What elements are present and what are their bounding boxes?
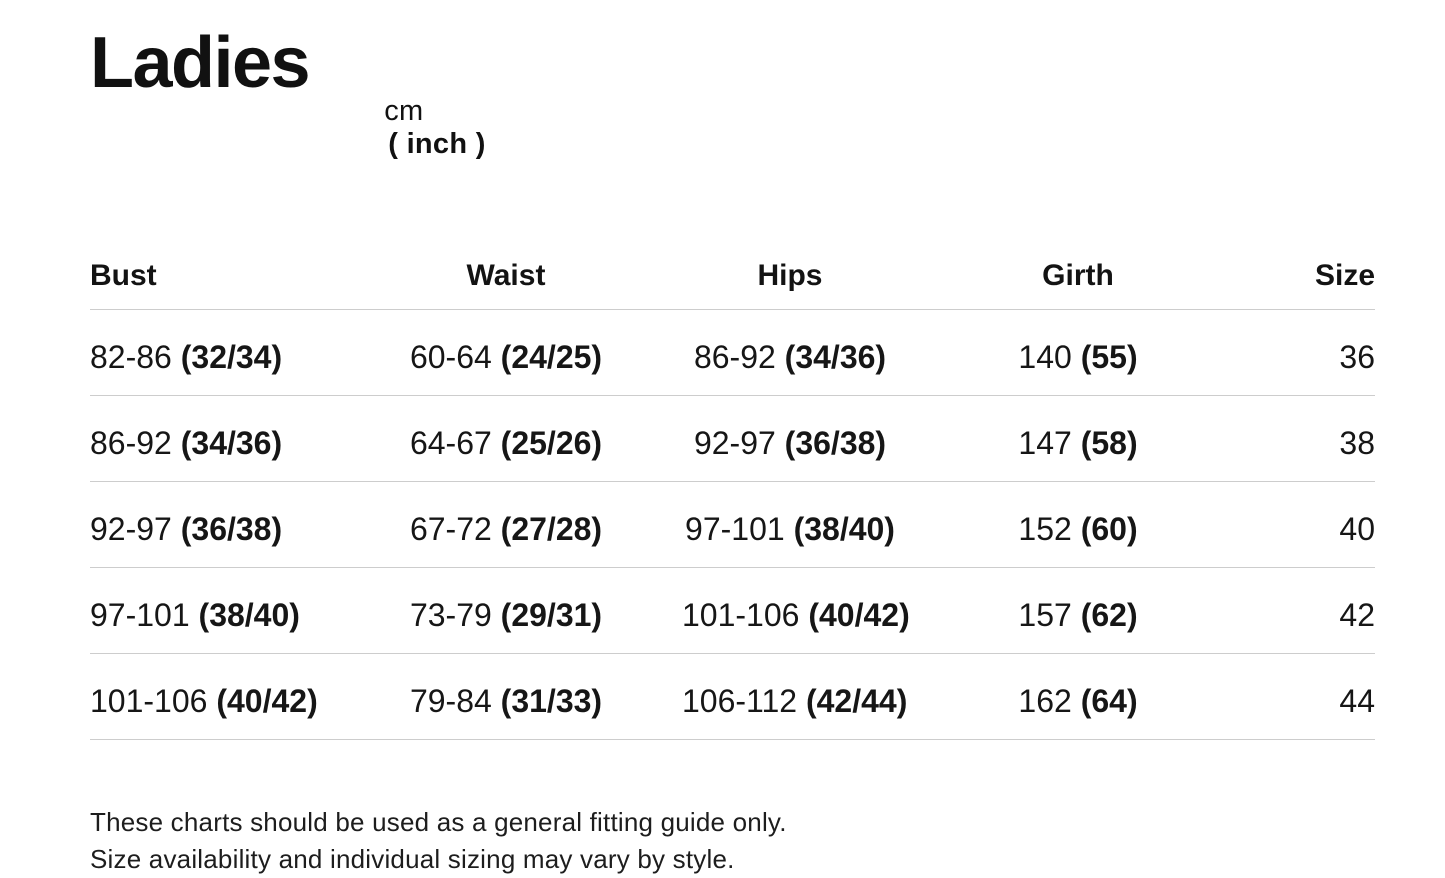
inch-value: (36/38): [784, 425, 887, 461]
hips-cell: 101-106 (40/42): [682, 597, 910, 634]
hips-cell: 106-112 (42/44): [682, 683, 907, 720]
bust-cell: 97-101 (38/40): [90, 597, 330, 634]
waist-cell: 60-64 (24/25): [330, 339, 682, 376]
cm-value: 92-97: [693, 425, 776, 461]
table-row: 101-106 (40/42) 79-84 (31/33) 106-112 (42/…: [90, 654, 1375, 740]
cm-value: 86-92: [90, 425, 172, 461]
cm-value: 67-72: [409, 511, 492, 547]
cm-value: 101-106: [682, 597, 800, 633]
footnote-line-1: These charts should be used as a general…: [90, 807, 787, 837]
table-row: 82-86 (32/34) 60-64 (24/25) 86-92 (34/36) 1…: [90, 310, 1375, 396]
cm-value: 157: [1018, 597, 1072, 633]
girth-cell: 147 (58): [898, 425, 1258, 462]
cm-value: 86-92: [693, 339, 776, 375]
hips-cell: 97-101 (38/40): [682, 511, 898, 548]
inch-value: (55): [1080, 339, 1138, 375]
inch-value: (29/31): [500, 597, 603, 633]
inch-value: (42/44): [805, 683, 908, 719]
column-header-size: Size: [1314, 259, 1375, 292]
column-header-girth: Girth: [1042, 259, 1114, 292]
waist-cell: 64-67 (25/26): [330, 425, 682, 462]
table-row: 92-97 (36/38) 67-72 (27/28) 97-101 (38/40)…: [90, 482, 1375, 568]
page-header: Ladies cm ( inch ): [90, 23, 1445, 194]
inch-value: (27/28): [500, 511, 603, 547]
cm-value: 79-84: [409, 683, 492, 719]
table-row: 86-92 (34/36) 64-67 (25/26) 92-97 (36/38) 1…: [90, 396, 1375, 482]
inch-value: (31/33): [500, 683, 603, 719]
unit-cm-label: cm: [384, 95, 424, 127]
inch-value: (64): [1080, 683, 1138, 719]
cm-value: 140: [1018, 339, 1072, 375]
girth-cell: 140 (55): [898, 339, 1258, 376]
cm-value: 106-112: [682, 683, 798, 719]
inch-value: (58): [1080, 425, 1138, 461]
waist-cell: 79-84 (31/33): [330, 683, 682, 720]
inch-value: (25/26): [500, 425, 603, 461]
bust-cell: 86-92 (34/36): [90, 425, 330, 462]
waist-cell: 67-72 (27/28): [330, 511, 682, 548]
inch-value: (24/25): [500, 339, 603, 375]
bust-cell: 92-97 (36/38): [90, 511, 330, 548]
size-cell: 38: [1339, 425, 1375, 461]
inch-value: (62): [1080, 597, 1138, 633]
inch-value: (34/36): [180, 425, 283, 461]
size-cell: 44: [1339, 683, 1375, 719]
cm-value: 92-97: [90, 511, 172, 547]
inch-value: (36/38): [180, 511, 283, 547]
cm-value: 101-106: [90, 683, 208, 719]
cm-value: 73-79: [409, 597, 492, 633]
inch-value: (38/40): [198, 597, 300, 633]
cm-value: 147: [1018, 425, 1072, 461]
size-cell: 42: [1339, 597, 1375, 633]
inch-value: (32/34): [180, 339, 283, 375]
hips-cell: 92-97 (36/38): [682, 425, 898, 462]
inch-value: (40/42): [808, 597, 910, 633]
bust-cell: 101-106 (40/42): [90, 683, 330, 720]
girth-cell: 162 (64): [898, 683, 1258, 720]
page-title: Ladies: [90, 23, 311, 103]
waist-cell: 73-79 (29/31): [330, 597, 682, 634]
cm-value: 162: [1018, 683, 1072, 719]
column-header-bust: Bust: [90, 259, 157, 292]
inch-value: (60): [1080, 511, 1138, 547]
cm-value: 152: [1018, 511, 1072, 547]
bust-cell: 82-86 (32/34): [90, 339, 330, 376]
size-table: Bust Waist Hips Girth Size 82-86 (32/34)…: [90, 258, 1375, 740]
cm-value: 97-101: [90, 597, 190, 633]
footnote: These charts should be used as a general…: [90, 804, 1445, 878]
inch-value: (40/42): [216, 683, 318, 719]
column-header-waist: Waist: [466, 259, 546, 292]
unit-label: cm ( inch ): [334, 62, 486, 194]
footnote-line-2: Size availability and individual sizing …: [90, 844, 735, 874]
size-cell: 40: [1339, 511, 1375, 547]
size-guide-page: Ladies cm ( inch ) Bust Waist Hips Girth…: [0, 23, 1445, 874]
cm-value: 97-101: [685, 511, 785, 547]
size-table-body: 82-86 (32/34) 60-64 (24/25) 86-92 (34/36) 1…: [90, 310, 1375, 740]
size-cell: 36: [1339, 339, 1375, 375]
table-row: 97-101 (38/40) 73-79 (29/31) 101-106 (40/4…: [90, 568, 1375, 654]
girth-cell: 157 (62): [898, 597, 1258, 634]
table-header-row: Bust Waist Hips Girth Size: [90, 258, 1375, 310]
hips-cell: 86-92 (34/36): [682, 339, 898, 376]
cm-value: 82-86: [90, 339, 172, 375]
inch-value: (34/36): [784, 339, 887, 375]
cm-value: 64-67: [409, 425, 492, 461]
girth-cell: 152 (60): [898, 511, 1258, 548]
column-header-hips: Hips: [757, 259, 823, 292]
cm-value: 60-64: [409, 339, 492, 375]
inch-value: (38/40): [793, 511, 895, 547]
unit-inch-label: ( inch ): [388, 128, 486, 160]
